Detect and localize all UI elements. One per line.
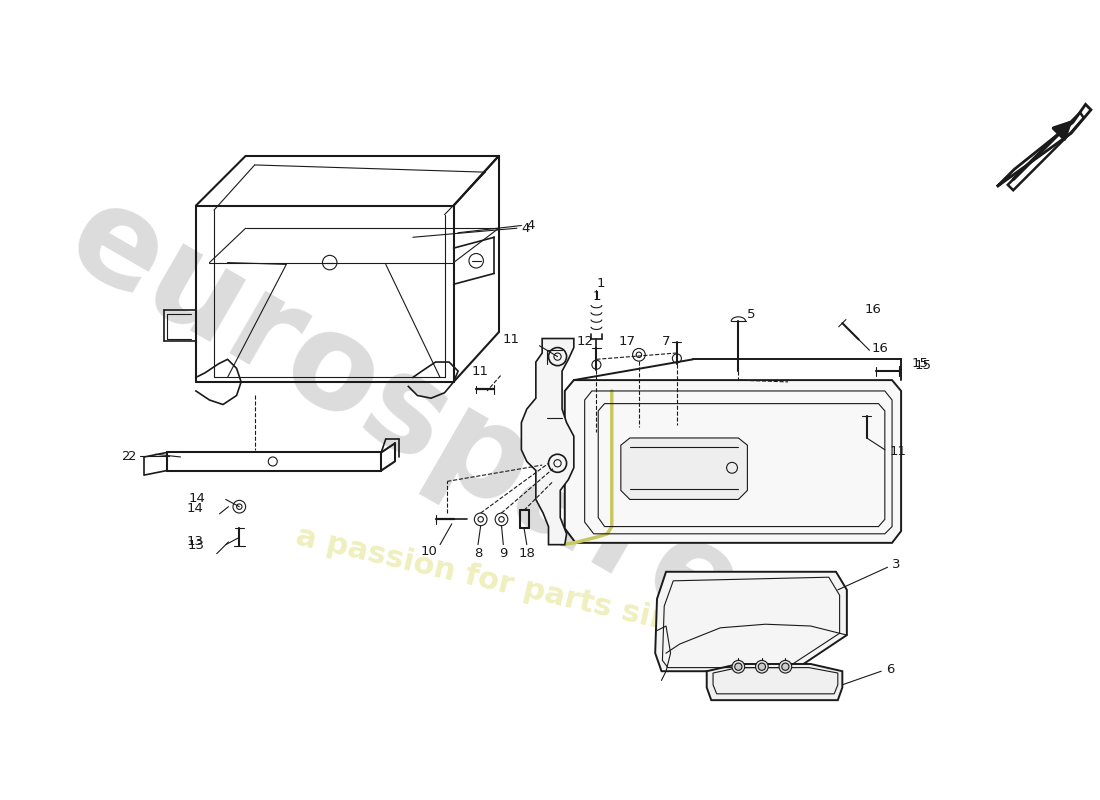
Text: 2: 2	[129, 450, 136, 462]
Polygon shape	[521, 338, 574, 545]
Text: 3: 3	[892, 558, 901, 571]
Text: 17: 17	[618, 334, 636, 348]
Text: 4: 4	[521, 222, 530, 234]
Text: 2: 2	[122, 450, 131, 462]
Text: 1: 1	[592, 290, 601, 302]
Polygon shape	[620, 438, 747, 499]
Circle shape	[732, 660, 745, 673]
Circle shape	[735, 663, 743, 670]
Text: 11: 11	[503, 333, 519, 346]
Text: 7: 7	[662, 334, 670, 348]
Text: 15: 15	[912, 358, 928, 370]
Circle shape	[782, 663, 789, 670]
Text: 13: 13	[188, 539, 205, 552]
Circle shape	[756, 660, 768, 673]
Text: 6: 6	[886, 663, 894, 676]
Polygon shape	[706, 664, 843, 700]
Text: 12: 12	[576, 334, 593, 348]
Text: 10: 10	[420, 546, 438, 558]
Text: 14: 14	[186, 502, 204, 515]
Text: 18: 18	[518, 547, 536, 560]
Text: 15: 15	[915, 359, 932, 372]
Text: 11: 11	[472, 365, 488, 378]
Polygon shape	[656, 572, 847, 671]
Text: 11: 11	[889, 445, 906, 458]
Polygon shape	[564, 380, 901, 543]
Text: 14: 14	[188, 492, 205, 505]
Polygon shape	[1008, 113, 1084, 190]
Text: 5: 5	[747, 308, 756, 321]
Text: 4: 4	[526, 219, 535, 232]
Text: 8: 8	[474, 547, 482, 560]
Text: 13: 13	[186, 534, 204, 547]
Circle shape	[779, 660, 792, 673]
Text: eurospares: eurospares	[47, 173, 833, 700]
Circle shape	[758, 663, 766, 670]
Text: a passion for parts since 1985: a passion for parts since 1985	[293, 522, 804, 667]
Text: 1: 1	[596, 277, 605, 290]
Text: 16: 16	[865, 303, 882, 316]
Text: 16: 16	[871, 342, 888, 355]
Text: 9: 9	[499, 547, 507, 560]
